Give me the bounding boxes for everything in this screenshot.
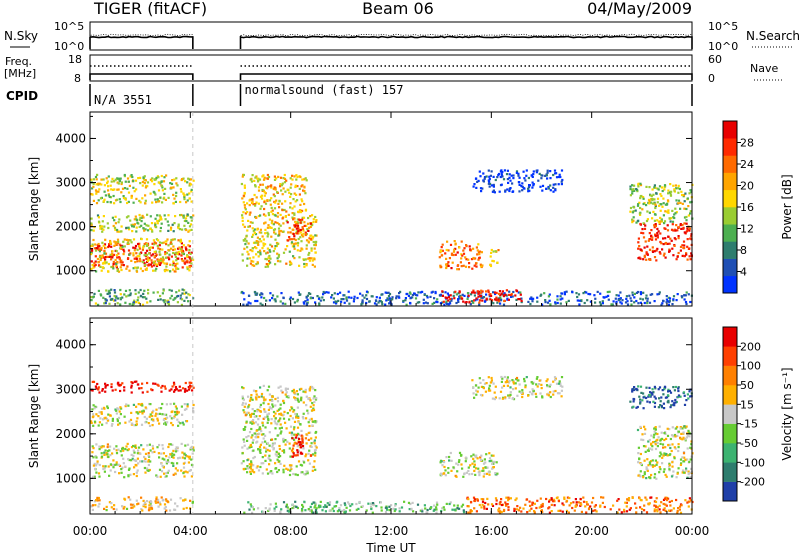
plot-frame xyxy=(89,317,693,515)
colorbar-tick-label: 50 xyxy=(740,379,754,392)
colorbar-swatch xyxy=(723,189,737,208)
panels: 1000 2000 3000 4000 Slant Range [km] 4 8 12 16 20… xyxy=(27,111,794,538)
colorbar-swatch xyxy=(723,462,737,482)
cpid-segment-label: N/A 3551 xyxy=(94,93,152,107)
colorbar-swatch xyxy=(723,327,737,347)
plot-frame xyxy=(89,111,693,307)
colorbar-title: Power [dB] xyxy=(780,174,794,239)
colorbar-swatch xyxy=(723,138,737,156)
colorbar-tick-label: 16 xyxy=(740,201,754,214)
beam-title: Beam 06 xyxy=(362,0,434,18)
colorbar-tick-label: -200 xyxy=(740,476,765,489)
colorbar-tick-label: 15 xyxy=(740,398,754,411)
colorbar: 4 8 12 16 20 24 28 Power [dB] xyxy=(722,120,794,294)
nsky-strip xyxy=(89,21,693,51)
colorbar-tick-label: 12 xyxy=(740,223,754,236)
colorbar-swatch xyxy=(723,385,737,405)
colorbar: 200 100 50 15 -15 -50 -100 -200 Velocity [m s⁻¹] xyxy=(722,326,794,502)
colorbar-swatch xyxy=(723,224,737,242)
y-tick-label: 3000 xyxy=(55,382,86,396)
colorbar-tick-label: -100 xyxy=(740,456,765,469)
colorbar-tick-label: 8 xyxy=(740,244,747,257)
colorbar-tick-label: -15 xyxy=(740,418,758,431)
cpid-row: N/A 3551 normalsound (fast) 157 xyxy=(89,83,693,107)
colorbar-tick-label: 28 xyxy=(740,137,754,150)
y-tick-label: 4000 xyxy=(55,338,86,352)
freq-tick-top: 18 xyxy=(68,53,82,66)
nsearch-trace xyxy=(89,33,693,49)
colorbar-swatch xyxy=(723,346,737,366)
colorbar-swatch xyxy=(723,365,737,386)
x-axis-title: Time UT xyxy=(365,541,416,554)
x-tick-label: 12:00 xyxy=(374,524,409,538)
x-tick-label: 04:00 xyxy=(173,524,208,538)
colorbar-tick-label: 24 xyxy=(740,158,754,171)
freq-trace xyxy=(89,73,693,80)
x-tick-label: 00:00 xyxy=(675,524,710,538)
x-tick-label: 20:00 xyxy=(574,524,609,538)
colorbar-swatch xyxy=(723,155,737,173)
y-axis-title: Slant Range [km] xyxy=(27,364,41,468)
y-tick-label: 2000 xyxy=(55,220,86,234)
heatmap-cells xyxy=(90,375,694,514)
x-tick-label: 00:00 xyxy=(73,524,108,538)
colorbar-swatch xyxy=(723,443,737,463)
freq-strip xyxy=(89,54,693,82)
colorbar-swatch xyxy=(723,121,737,139)
freq-label-1: Freq. xyxy=(5,55,32,68)
y-tick-label: 1000 xyxy=(55,264,86,278)
nsearch-label: N.Search xyxy=(746,29,800,43)
colorbar-swatch xyxy=(723,275,737,294)
station-title: TIGER (fitACF) xyxy=(93,0,207,18)
y-tick-label: 4000 xyxy=(55,131,86,145)
nsearch-tick-bottom: 10^0 xyxy=(708,40,738,53)
heatmap-cells xyxy=(90,169,694,306)
colorbar-swatch xyxy=(723,481,737,502)
colorbar-swatch xyxy=(723,404,737,424)
colorbar-tick-label: 20 xyxy=(740,180,754,193)
cpid-label: CPID xyxy=(6,89,38,103)
y-tick-label: 2000 xyxy=(55,427,86,441)
nsky-label: N.Sky xyxy=(4,29,38,43)
panel-1: 1000 2000 3000 4000 Slant Range [km] 4 8 12 16 20… xyxy=(27,111,794,307)
nsky-tick-top: 10^5 xyxy=(54,20,84,33)
freq-tick-bottom: 8 xyxy=(74,72,81,85)
nave-label: Nave xyxy=(750,62,778,75)
colorbar-tick-label: 4 xyxy=(740,266,747,279)
colorbar-title: Velocity [m s⁻¹] xyxy=(780,367,794,460)
colorbar-swatch xyxy=(723,423,737,444)
date-title: 04/May/2009 xyxy=(587,0,692,18)
nsky-tick-bottom: 10^0 xyxy=(54,40,84,53)
y-axis-title: Slant Range [km] xyxy=(27,157,41,261)
nave-tick-bottom: 0 xyxy=(708,72,715,85)
y-tick-label: 1000 xyxy=(55,471,86,485)
colorbar-swatch xyxy=(723,258,737,277)
colorbar-tick-label: 100 xyxy=(740,360,761,373)
freq-label-2: [MHz] xyxy=(4,67,36,80)
nsky-trace xyxy=(89,35,693,49)
panel-2: 1000 2000 3000 4000 00:00 04:00 08:00 12:00 16:0… xyxy=(27,317,794,538)
y-tick-label: 3000 xyxy=(55,176,86,190)
x-tick-label: 08:00 xyxy=(273,524,308,538)
colorbar-tick-label: 200 xyxy=(740,340,761,353)
colorbar-swatch xyxy=(723,172,737,191)
colorbar-tick-label: -50 xyxy=(740,437,758,450)
nave-tick-top: 60 xyxy=(708,53,722,66)
cpid-segment-label: normalsound (fast) 157 xyxy=(245,83,404,97)
nsearch-tick-top: 10^5 xyxy=(708,20,738,33)
colorbar-swatch xyxy=(723,207,737,225)
colorbar-swatch xyxy=(723,241,737,259)
x-tick-label: 16:00 xyxy=(474,524,509,538)
